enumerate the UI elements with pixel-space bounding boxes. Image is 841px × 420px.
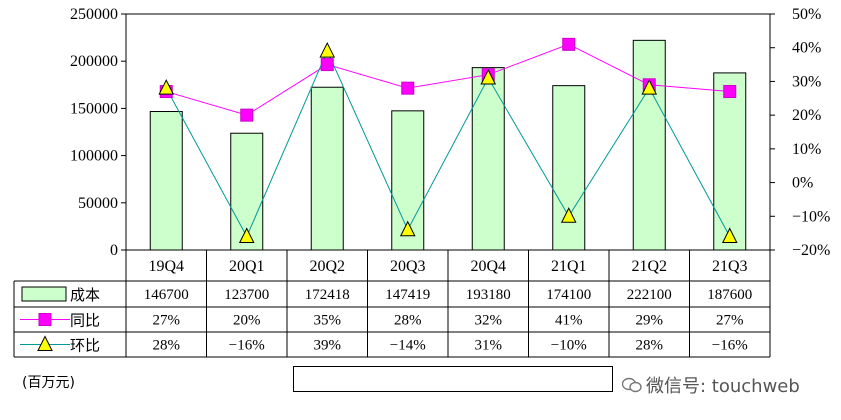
table-cell: 123700 bbox=[224, 287, 269, 303]
right-axis-tick-label: 30% bbox=[792, 73, 821, 90]
table-cell: −14% bbox=[390, 338, 426, 354]
watermark: 微信号: touchweb bbox=[621, 372, 800, 398]
table-cell: 147419 bbox=[385, 287, 430, 303]
yoy-point bbox=[401, 81, 415, 95]
yoy-point bbox=[562, 37, 576, 51]
category-label: 20Q3 bbox=[390, 258, 426, 275]
left-axis-tick-label: 150000 bbox=[70, 100, 118, 117]
cost-bar bbox=[310, 86, 344, 251]
table-cell: 174100 bbox=[546, 287, 591, 303]
table-cell: 20% bbox=[233, 313, 261, 329]
table-key-bar bbox=[21, 286, 67, 302]
table-key-marker bbox=[37, 335, 53, 351]
table-row-label: 环比 bbox=[70, 337, 100, 355]
table-cell: 146700 bbox=[144, 287, 189, 303]
table-cell: 29% bbox=[636, 313, 664, 329]
table-cell: 27% bbox=[153, 313, 181, 329]
table-cell: −16% bbox=[229, 338, 265, 354]
table-cell: 28% bbox=[153, 338, 181, 354]
table-cell: 28% bbox=[636, 338, 664, 354]
table-cell: 27% bbox=[716, 313, 744, 329]
table-cell: 187600 bbox=[707, 287, 752, 303]
left-axis-tick-label: 200000 bbox=[70, 53, 118, 70]
right-axis-tick-label: −10% bbox=[792, 208, 830, 225]
table-cell: 172418 bbox=[305, 287, 350, 303]
table-cell: 35% bbox=[314, 313, 342, 329]
cost-bar bbox=[632, 39, 666, 251]
left-axis-tick-label: 250000 bbox=[70, 6, 118, 23]
qoq-point bbox=[560, 207, 577, 223]
qoq-point bbox=[319, 41, 336, 58]
right-axis-tick-label: 0% bbox=[792, 175, 813, 192]
table-cell: −16% bbox=[712, 338, 748, 354]
left-axis-tick-label: 0 bbox=[110, 242, 118, 259]
category-label: 21Q3 bbox=[712, 258, 748, 275]
category-label: 21Q1 bbox=[551, 258, 587, 275]
category-label: 20Q4 bbox=[470, 258, 506, 275]
legend bbox=[293, 366, 613, 392]
qoq-line bbox=[165, 49, 731, 238]
table-cell: 41% bbox=[555, 313, 583, 329]
cost-bar bbox=[471, 67, 505, 251]
unit-label: (百万元) bbox=[22, 375, 75, 391]
category-label: 21Q2 bbox=[631, 258, 667, 275]
qoq-point bbox=[399, 220, 416, 237]
category-label: 20Q2 bbox=[309, 258, 345, 275]
yoy-point bbox=[723, 85, 737, 99]
table-cell: 32% bbox=[475, 313, 503, 329]
left-axis-tick-label: 50000 bbox=[78, 195, 118, 212]
table-cell: −10% bbox=[551, 338, 587, 354]
table-cell: 193180 bbox=[466, 287, 511, 303]
qoq-point bbox=[641, 79, 658, 95]
category-label: 20Q1 bbox=[229, 258, 265, 275]
table-row-label: 成本 bbox=[70, 286, 100, 304]
qoq-point bbox=[158, 79, 175, 95]
right-axis-tick-label: −20% bbox=[792, 242, 830, 259]
qoq-point bbox=[480, 68, 497, 85]
watermark-text: 微信号: touchweb bbox=[646, 376, 800, 397]
left-axis-tick-label: 100000 bbox=[70, 148, 118, 165]
table-cell: 28% bbox=[394, 313, 422, 329]
qoq-point bbox=[721, 227, 738, 244]
table-cell: 39% bbox=[314, 338, 342, 354]
right-axis-tick-label: 50% bbox=[792, 6, 821, 23]
table-cell: 222100 bbox=[627, 287, 672, 303]
cost-bar bbox=[713, 72, 747, 251]
yoy-point bbox=[320, 58, 334, 72]
right-axis-tick-label: 40% bbox=[792, 40, 821, 57]
yoy-line bbox=[166, 43, 730, 116]
yoy-point bbox=[240, 108, 254, 122]
qoq-point bbox=[238, 227, 255, 244]
right-axis-tick-label: 20% bbox=[792, 107, 821, 124]
table-row-label: 同比 bbox=[70, 312, 100, 330]
right-axis-tick-label: 10% bbox=[792, 141, 821, 158]
table-cell: 31% bbox=[475, 338, 503, 354]
category-label: 19Q4 bbox=[148, 258, 184, 275]
cost-bar bbox=[149, 111, 183, 251]
wechat-icon bbox=[621, 377, 642, 393]
table-key-marker bbox=[38, 313, 52, 326]
cost-bar bbox=[552, 85, 586, 251]
